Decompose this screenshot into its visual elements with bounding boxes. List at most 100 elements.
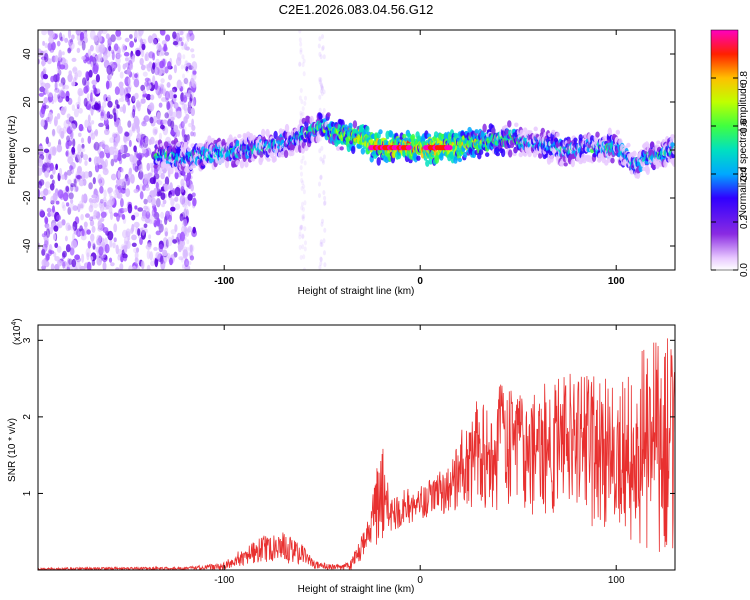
noise-speck: [144, 77, 150, 82]
noise-speck: [174, 186, 181, 197]
noise-speck: [45, 252, 49, 262]
noise-speck: [174, 171, 179, 180]
noise-speck: [100, 140, 106, 149]
noise-speck: [45, 217, 49, 224]
spectral-cell: [457, 157, 463, 163]
spectral-cell: [235, 160, 240, 166]
streak-speck: [181, 220, 185, 226]
noise-speck: [62, 261, 66, 269]
streak-speck: [323, 195, 327, 201]
noise-speck: [189, 93, 193, 104]
noise-speck: [181, 197, 186, 208]
noise-speck: [128, 129, 133, 137]
noise-speck: [154, 66, 160, 76]
streak-speck: [302, 206, 305, 212]
noise-speck: [125, 177, 130, 186]
spectral-cell: [266, 157, 271, 162]
streak-speck: [322, 89, 326, 95]
noise-speck: [112, 242, 116, 249]
noise-speck: [67, 179, 72, 185]
noise-speck: [45, 136, 49, 145]
noise-speck: [60, 106, 66, 116]
streak-speck: [298, 234, 302, 240]
noise-speck: [71, 34, 75, 40]
noise-speck: [41, 30, 47, 36]
noise-speck: [52, 146, 57, 156]
noise-speck: [165, 239, 169, 248]
noise-speck: [100, 211, 107, 218]
spectral-cell: [538, 152, 543, 159]
streak-speck: [181, 30, 185, 34]
noise-speck: [90, 132, 96, 140]
noise-speck: [123, 207, 128, 213]
noise-speck: [163, 183, 169, 192]
noise-speck: [170, 206, 176, 212]
noise-speck: [120, 94, 126, 99]
streak-speck: [318, 36, 322, 42]
noise-speck: [119, 263, 124, 270]
streak-speck: [300, 158, 304, 164]
streak-speck: [301, 111, 305, 117]
noise-speck: [133, 145, 137, 153]
noise-speck: [59, 32, 63, 41]
noise-speck: [137, 32, 142, 43]
noise-speck: [98, 218, 102, 228]
peak-cell: [405, 145, 412, 151]
noise-speck: [130, 174, 135, 184]
noise-speck: [50, 263, 55, 270]
noise-speck: [41, 248, 46, 256]
noise-speck: [99, 205, 105, 213]
noise-speck: [142, 184, 147, 191]
noise-speck: [99, 199, 104, 204]
snr-scale-label: (x104): [11, 318, 23, 345]
noise-speck: [74, 267, 79, 270]
noise-speck: [81, 55, 86, 61]
streak-speck: [303, 101, 307, 106]
noise-speck: [115, 244, 119, 255]
noise-speck: [38, 188, 41, 199]
spectral-cell: [513, 148, 518, 153]
noise-speck: [131, 242, 137, 247]
noise-speck: [124, 131, 130, 137]
spectral-cell: [413, 153, 418, 163]
noise-speck: [145, 244, 152, 250]
noise-speck: [164, 176, 170, 186]
spectral-cell: [183, 141, 188, 150]
spectral-cell: [176, 141, 181, 147]
streak-speck: [302, 254, 306, 260]
noise-speck: [45, 189, 51, 195]
noise-speck: [190, 48, 195, 53]
noise-speck: [156, 217, 161, 227]
streak-speck: [320, 85, 324, 91]
noise-speck: [94, 55, 100, 63]
noise-speck: [75, 186, 79, 192]
noise-speck: [58, 82, 63, 87]
noise-speck: [64, 235, 68, 242]
noise-speck: [120, 198, 124, 208]
noise-speck: [38, 48, 42, 55]
noise-speck: [116, 125, 123, 132]
spectral-cell: [672, 160, 675, 167]
noise-speck: [41, 259, 46, 267]
noise-speck: [107, 37, 112, 47]
noise-speck: [127, 77, 131, 85]
spectral-cell: [290, 150, 295, 157]
noise-speck: [107, 94, 112, 103]
noise-speck: [106, 111, 111, 119]
noise-speck: [44, 42, 48, 48]
noise-speck: [132, 94, 136, 102]
noise-speck: [58, 189, 64, 199]
spectral-cell: [482, 123, 487, 133]
streak-speck: [318, 51, 322, 57]
noise-speck: [49, 48, 55, 53]
noise-speck: [85, 71, 89, 80]
noise-speck: [98, 246, 104, 256]
noise-speck: [38, 179, 45, 186]
noise-speck: [166, 82, 171, 88]
noise-speck: [80, 137, 85, 144]
noise-speck: [104, 128, 110, 136]
noise-speck: [172, 239, 178, 244]
noise-speck: [185, 46, 190, 51]
noise-speck: [141, 121, 147, 127]
noise-speck: [66, 135, 71, 142]
